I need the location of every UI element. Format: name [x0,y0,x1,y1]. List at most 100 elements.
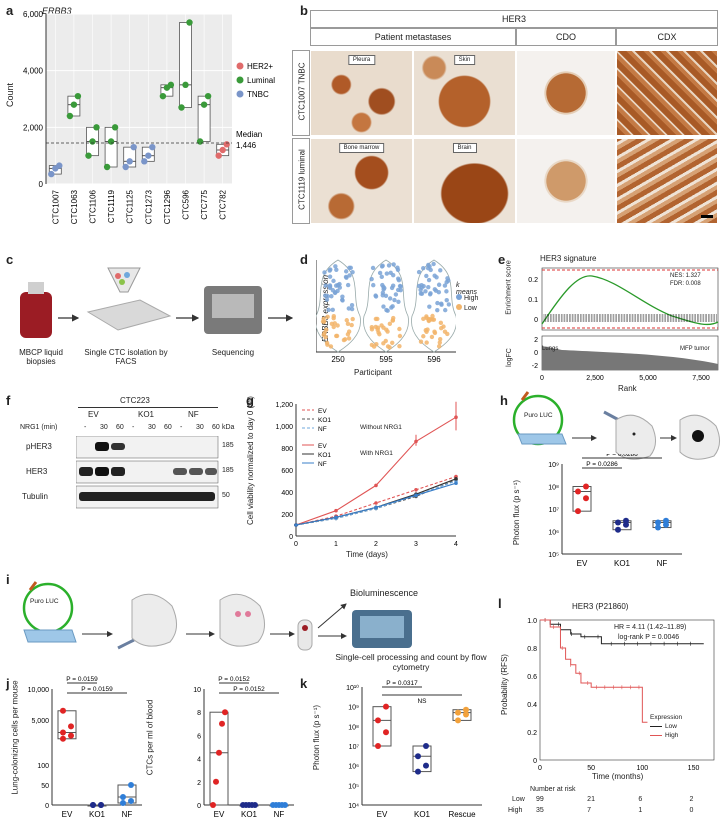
x-tick-label: 1 [334,541,338,548]
y-tick-label: 0 [39,180,44,189]
panel-f-label: f [6,393,11,408]
data-point-high [327,274,333,279]
y-tick-label: 200 [281,512,293,519]
panel-c-schematic [20,267,294,338]
row-label-2: CTC1119 luminal [297,149,307,210]
panel-l-xlabel: Time (months) [592,772,644,781]
x-tick-label: CTC782 [219,189,228,219]
data-point-high [326,307,331,313]
median-value: 1,446 [236,141,257,150]
panel-h-schematic [512,391,720,460]
box [57,710,77,740]
step-biopsies: MBCP liquid biopsies [19,348,63,366]
violin-outline [316,259,361,353]
y-tick-label: 0 [289,534,293,541]
box [179,22,192,108]
x-tick-label: NF [657,559,668,568]
data-point-low [369,327,375,332]
panel-d-legend-high: High [456,294,478,302]
data-point [282,802,288,808]
panel-a-gene: ERBB3 [42,6,72,16]
data-point [122,163,129,171]
data-point [663,517,669,524]
panel-k-label: k [300,676,308,691]
tag-brain: Brain [452,143,477,153]
panel-g-label: g [246,393,254,408]
y-tick-label: 100 [37,763,49,770]
km-curve [540,619,648,723]
data-point [575,508,581,515]
panel-j-left-chart: 10,000 5,000 100 50 0 EV KO1 NF P = 0.0159 P = 0.… [28,676,142,819]
data-point-high [346,306,352,311]
data-point-low [349,322,354,328]
panel-l: HER3 (P21860) Probability (RFS) 1.0 0.8 0.… [500,600,722,825]
data-point [463,711,469,718]
timepoint-label: 30 [196,424,204,431]
data-point [48,170,55,178]
data-point-high [421,265,426,271]
data-point-high [391,262,396,267]
data-point [130,143,137,151]
data-point-high [416,283,422,289]
data-point [415,753,421,760]
data-point-low [375,316,380,322]
data-point-low [328,344,334,349]
data-point-low [390,318,395,323]
box [209,711,229,806]
timepoint-label: 60 [164,424,172,431]
panel-g: Cell viability normalized to day 0 (%) 0… [246,390,486,565]
y-tick-label: 2 [197,780,201,787]
y-tick-label: 8 [197,710,201,717]
data-point-high [347,273,352,278]
data-point [103,163,111,171]
data-point-low [438,325,444,331]
timepoint-label: 30 [100,424,108,431]
timepoint-label: 60 [212,424,220,431]
panel-f-group-nf: NF [188,410,199,419]
data-point [90,802,96,808]
flask-icon [517,433,567,445]
data-point-high [349,303,355,308]
panel-a: ERBB3 Count 0 2,000 4,000 6,000 CTC1007 CTC10… [5,0,297,245]
panel-l-label: l [498,596,502,611]
y-tick-label: 0.1 [528,297,538,304]
pvalue-label: P = 0.0159 [81,686,113,693]
y-tick-label: 10⁵ [348,783,359,790]
legend-label: EV [318,408,327,415]
legend-swatch [236,90,244,98]
timepoint-label: - [84,424,87,431]
data-point [455,717,461,724]
data-point-high [432,273,437,278]
data-point-low [325,314,330,320]
data-point-high [332,290,338,296]
tag-bone-marrow: Bone marrow [338,143,385,153]
panel-j-right-chart: 10 8 6 4 2 0 EV KO1 NF P = 0.0152 P = 0.0152 [193,676,294,819]
data-point-low [350,316,355,322]
data-point-high [436,282,442,287]
series-point [294,523,298,527]
data-point-low [334,333,340,339]
panel-e: HER3 signature Enrichment score logFC 0.… [500,250,722,395]
data-point-high [330,307,335,313]
data-point-low [429,334,435,340]
data-point [623,517,629,524]
data-point [423,762,429,769]
x-tick-label: NF [274,810,285,819]
x-tick-label: 4 [454,541,458,548]
violin-outline [411,259,456,353]
data-point [186,19,193,26]
data-point-low [421,334,426,339]
data-point-high [396,276,401,281]
data-point-high [389,285,395,291]
y-tick-label: 0 [197,803,201,810]
panel-h-chart: 10⁹ 10⁸ 10⁷ 10⁶ 10⁵ EV KO1 NF P = 0.0286 P = 0.02… [548,454,682,568]
risk-cell: 99 [536,796,544,803]
legend-label: EV [318,443,327,450]
data-point-high [446,302,452,307]
row-label-box-1: CTC1007 TNBC [292,50,310,136]
panel-l-hr: HR = 4.11 (1.42–11.89) [614,624,687,631]
x-tick-label: EV [214,810,225,819]
data-point-high [373,294,379,299]
x-tick-label: CTC1125 [126,189,135,223]
panel-e-ylabel-top: Enrichment score [505,260,513,315]
